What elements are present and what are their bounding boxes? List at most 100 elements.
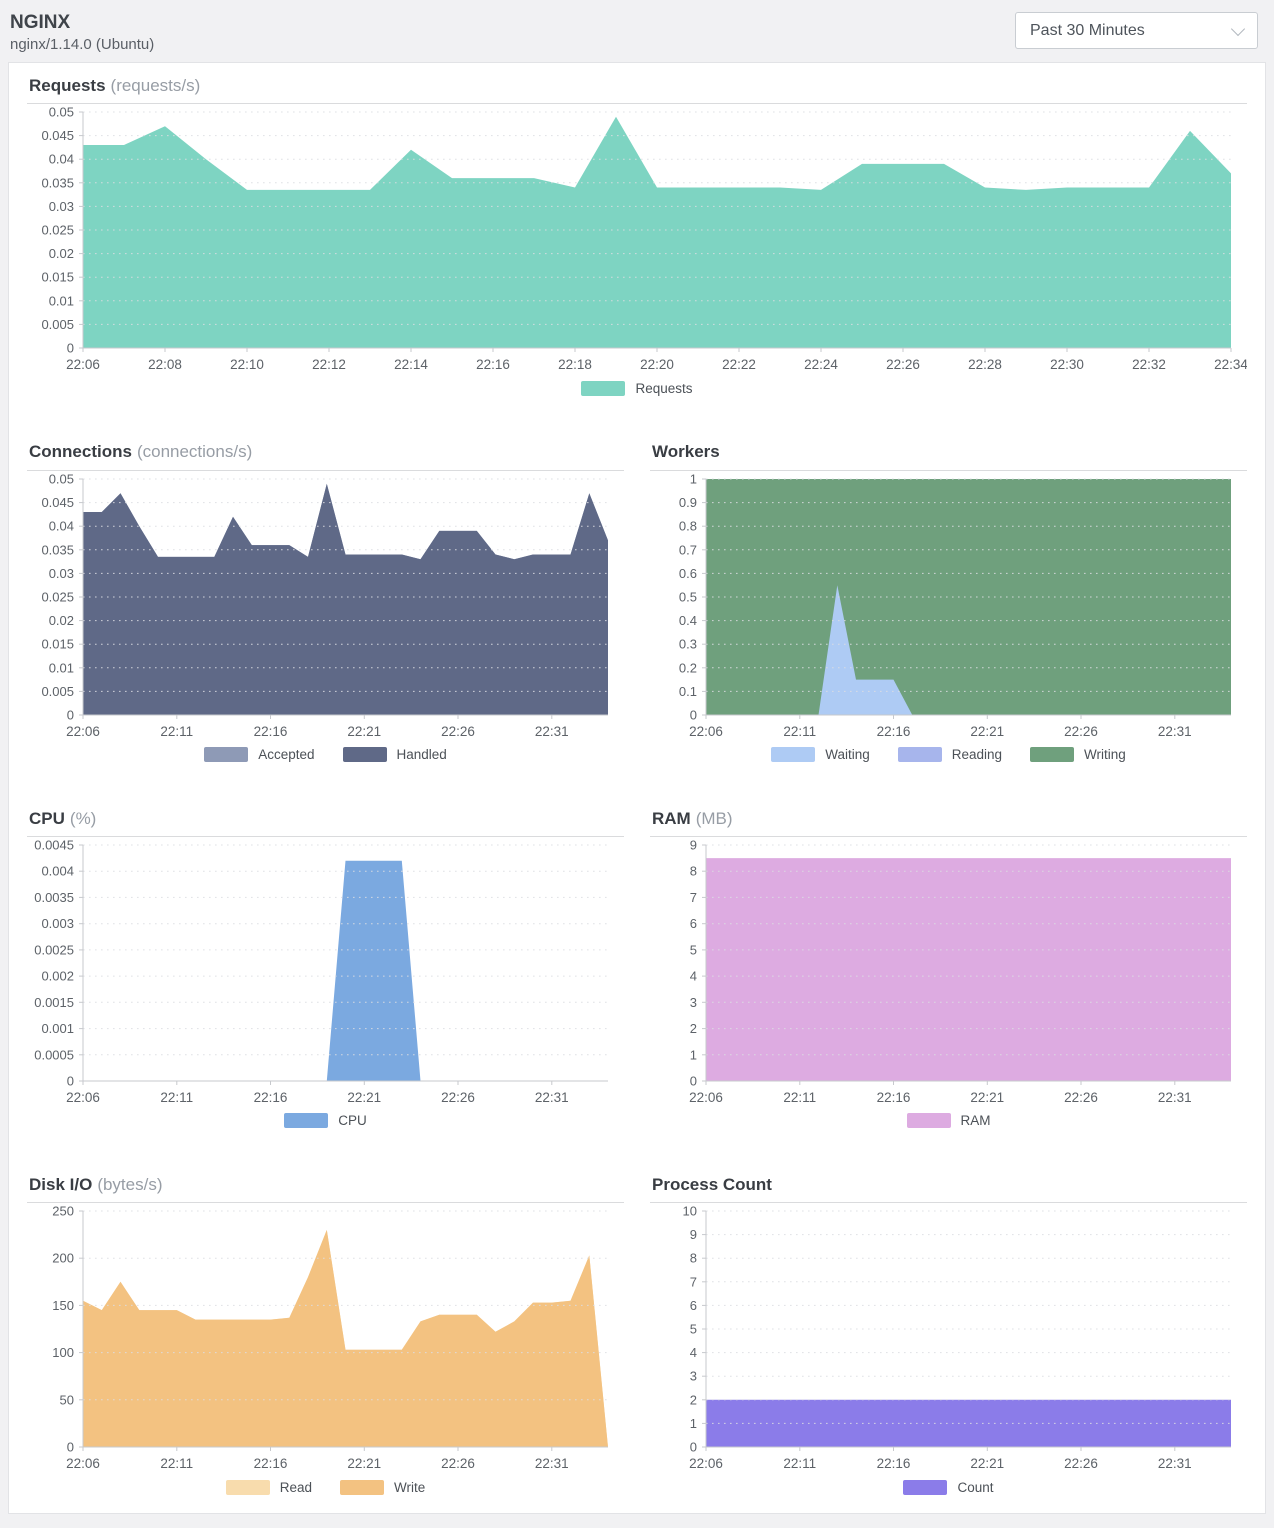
area-series-ram (706, 857, 1231, 1081)
svg-text:1: 1 (690, 471, 697, 486)
svg-text:22:06: 22:06 (689, 1456, 723, 1471)
legend-item: Read (225, 1479, 312, 1495)
svg-text:0.3: 0.3 (679, 636, 697, 651)
svg-text:0.002: 0.002 (41, 968, 74, 983)
svg-text:22:18: 22:18 (558, 357, 592, 372)
svg-text:22:21: 22:21 (347, 724, 381, 739)
svg-text:22:11: 22:11 (160, 724, 193, 739)
charts-row-2: CPU (%) 0 0.0005 0.001 0.0015 0.002 0.0025 0.003… (27, 808, 1247, 1174)
legend-swatch (342, 747, 387, 762)
svg-text:22:06: 22:06 (66, 1456, 100, 1471)
svg-text:2: 2 (690, 1021, 697, 1036)
legend-label: Reading (951, 747, 1003, 762)
svg-text:9: 9 (690, 837, 697, 852)
svg-text:0.015: 0.015 (41, 636, 74, 651)
area-series-handled (83, 483, 608, 715)
legend-item: Requests (581, 380, 693, 396)
svg-text:100: 100 (52, 1345, 74, 1360)
chart-title-text: CPU (29, 808, 65, 828)
svg-text:0.2: 0.2 (679, 660, 697, 675)
legend-label: Requests (635, 380, 693, 396)
svg-text:0.004: 0.004 (41, 863, 74, 878)
chart-title-text: Workers (652, 442, 720, 462)
svg-text:22:20: 22:20 (640, 357, 674, 372)
svg-text:22:30: 22:30 (1050, 357, 1084, 372)
chart-canvas-process_count: 0 1 2 3 4 5 6 7 8 9 10 22:06 22:11 22:16 22:21 22:26 22:… (683, 1204, 1231, 1471)
legend-item: Waiting (771, 747, 870, 762)
svg-text:0.6: 0.6 (679, 565, 697, 580)
svg-text:22:26: 22:26 (1064, 1090, 1098, 1105)
svg-text:22:24: 22:24 (804, 357, 838, 372)
legend-swatch (771, 747, 816, 762)
svg-text:0.045: 0.045 (41, 495, 74, 510)
svg-text:250: 250 (52, 1204, 74, 1219)
svg-text:22:12: 22:12 (312, 357, 346, 372)
svg-text:22:22: 22:22 (722, 357, 756, 372)
svg-text:8: 8 (690, 863, 697, 878)
svg-text:0.01: 0.01 (49, 294, 74, 309)
time-range-value: Past 30 Minutes (1030, 21, 1145, 39)
svg-text:22:08: 22:08 (148, 357, 182, 372)
legend-item: Writing (1030, 747, 1126, 762)
svg-text:4: 4 (690, 968, 697, 983)
svg-text:22:16: 22:16 (254, 1090, 288, 1105)
svg-text:0.05: 0.05 (49, 471, 74, 486)
svg-text:22:16: 22:16 (877, 724, 911, 739)
svg-text:0.03: 0.03 (49, 199, 74, 214)
svg-text:22:31: 22:31 (1158, 1090, 1192, 1105)
chart-title: Requests (requests/s) (27, 75, 1247, 105)
svg-text:0: 0 (690, 1440, 697, 1455)
chart-connections: Connections (connections/s) 0 0.005 0.01 0.01… (27, 441, 624, 766)
svg-text:22:06: 22:06 (66, 357, 100, 372)
svg-text:22:28: 22:28 (968, 357, 1002, 372)
svg-text:22:31: 22:31 (1158, 724, 1192, 739)
legend-connections: Accepted Handled (27, 743, 624, 767)
legend-swatch (204, 747, 249, 762)
svg-text:0.5: 0.5 (679, 589, 697, 604)
svg-text:8: 8 (690, 1251, 697, 1266)
legend-label: Accepted (258, 747, 315, 762)
chart-title: Workers (650, 441, 1247, 471)
svg-text:6: 6 (690, 1298, 697, 1313)
legend-ram: RAM (650, 1109, 1247, 1133)
svg-text:50: 50 (60, 1392, 74, 1407)
svg-text:0.04: 0.04 (49, 518, 74, 533)
svg-text:0.8: 0.8 (679, 518, 697, 533)
area-series-write (83, 1229, 608, 1447)
svg-text:22:31: 22:31 (535, 1090, 569, 1105)
svg-text:22:26: 22:26 (886, 357, 920, 372)
header-titles: NGINX nginx/1.14.0 (Ubuntu) (10, 12, 154, 55)
legend-label: Waiting (825, 747, 870, 762)
svg-text:22:06: 22:06 (689, 724, 723, 739)
chart-unit-text: (%) (69, 808, 97, 828)
chart-canvas-ram: 0 1 2 3 4 5 6 7 8 9 22:06 22:11 22:16 22:21 22:26 22:31 (689, 837, 1231, 1105)
svg-text:0.045: 0.045 (41, 128, 74, 143)
time-range-select[interactable]: Past 30 Minutes (1015, 12, 1258, 49)
svg-text:22:16: 22:16 (254, 724, 288, 739)
svg-text:3: 3 (690, 995, 697, 1010)
charts-panel: Requests (requests/s) 0 0.005 0.01 0.015 0.02 0… (8, 62, 1266, 1514)
svg-text:22:26: 22:26 (441, 1090, 475, 1105)
svg-text:0.02: 0.02 (49, 613, 74, 628)
svg-text:0.0025: 0.0025 (34, 942, 74, 957)
svg-text:150: 150 (52, 1298, 74, 1313)
page-title: NGINX (10, 12, 71, 33)
legend-swatch (340, 1479, 384, 1495)
chart-title-text: RAM (652, 808, 691, 828)
legend-item: Reading (897, 747, 1003, 762)
charts-row-3: Disk I/O (bytes/s) 0 50 100 150 200 250 22:06 22:… (27, 1174, 1247, 1499)
svg-text:0: 0 (690, 707, 697, 722)
svg-text:22:31: 22:31 (535, 724, 569, 739)
svg-text:22:06: 22:06 (689, 1090, 723, 1105)
chart-unit-text: (connections/s) (136, 442, 253, 462)
svg-text:22:26: 22:26 (1064, 724, 1098, 739)
svg-text:0.001: 0.001 (41, 1021, 74, 1036)
svg-text:0.03: 0.03 (49, 565, 74, 580)
svg-text:22:10: 22:10 (230, 357, 264, 372)
svg-text:22:21: 22:21 (347, 1456, 381, 1471)
svg-text:1: 1 (690, 1416, 697, 1431)
legend-requests: Requests (27, 376, 1247, 400)
chart-canvas-requests: 0 0.005 0.01 0.015 0.02 0.025 0.03 0.035 0.04 0.0… (41, 105, 1247, 373)
svg-text:22:31: 22:31 (1158, 1456, 1192, 1471)
chart-cpu: CPU (%) 0 0.0005 0.001 0.0015 0.002 0.0025 0.003… (27, 808, 624, 1133)
